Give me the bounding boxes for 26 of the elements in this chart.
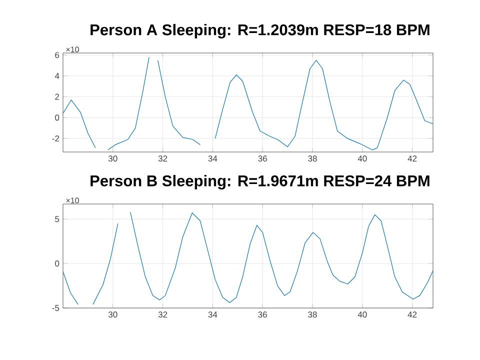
- x-tick-label: 30: [108, 312, 118, 318]
- y-tick-label: 2: [55, 94, 60, 100]
- y-tick-label: -2: [52, 135, 60, 142]
- y-tick-label: 6: [55, 52, 60, 58]
- y-tick-label: 0: [55, 114, 60, 121]
- x-tick-label: 38: [308, 312, 317, 318]
- x-tick-label: 42: [408, 156, 417, 162]
- text: ×10: [66, 46, 79, 52]
- x-tick-label: 32: [158, 312, 168, 318]
- x-tick-label: 40: [358, 312, 367, 318]
- x-tick-label: 34: [208, 312, 218, 318]
- x-tick-label: 34: [208, 156, 218, 162]
- y-tick-label: 0: [55, 260, 60, 267]
- y-tick-label: 4: [54, 72, 60, 79]
- chart-title: Person B Sleeping: R=1.9671m RESP=24 BPM: [90, 174, 430, 190]
- y-tick-label: 5: [55, 216, 60, 222]
- x-tick-label: 40: [358, 156, 367, 162]
- x-tick-label: 32: [158, 156, 168, 162]
- text: ×10: [66, 198, 79, 204]
- x-tick-label: 36: [258, 156, 267, 162]
- x-tick-label: 42: [408, 312, 417, 318]
- y-tick-label: -5: [52, 305, 60, 311]
- x-tick-label: 36: [258, 312, 267, 318]
- chart-title: Person A Sleeping: R=1.2039m RESP=18 BPM: [90, 24, 430, 38]
- x-tick-label: 30: [108, 156, 118, 162]
- x-tick-label: 38: [308, 156, 317, 162]
